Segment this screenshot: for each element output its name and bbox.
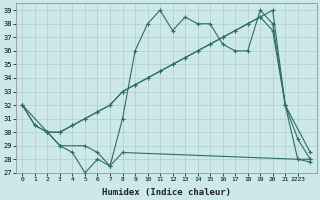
X-axis label: Humidex (Indice chaleur): Humidex (Indice chaleur) [102, 188, 231, 197]
